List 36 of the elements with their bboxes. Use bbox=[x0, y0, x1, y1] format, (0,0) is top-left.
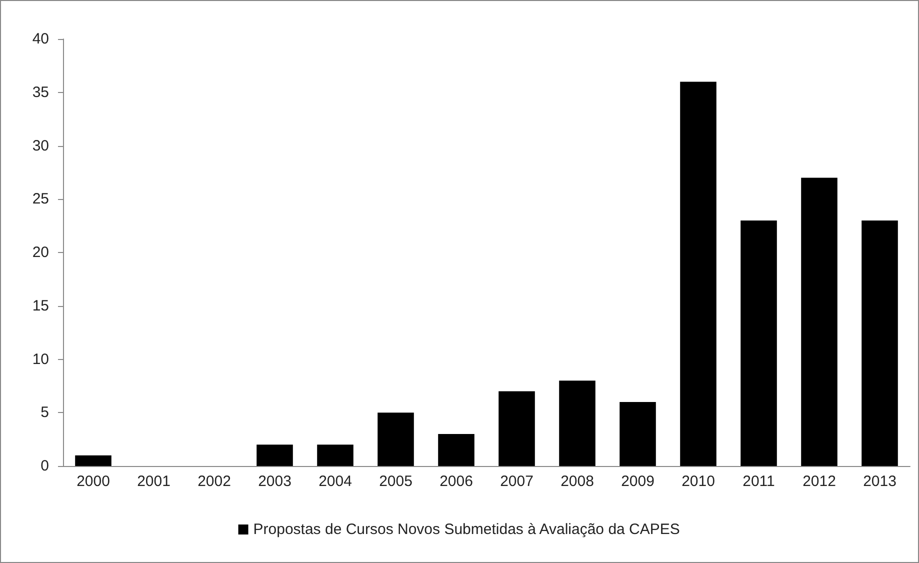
bar bbox=[256, 444, 293, 466]
x-tick-label: 2006 bbox=[440, 473, 473, 490]
x-tick-label: 2001 bbox=[137, 473, 170, 490]
bar bbox=[378, 412, 414, 466]
bar bbox=[75, 455, 112, 466]
x-tick-label: 2012 bbox=[802, 473, 836, 490]
y-tick-label: 30 bbox=[32, 137, 49, 154]
bar bbox=[620, 402, 656, 466]
x-tick-label: 2007 bbox=[500, 473, 534, 490]
y-tick-label: 15 bbox=[32, 297, 49, 314]
x-tick-label: 2010 bbox=[682, 473, 715, 490]
y-tick-label: 5 bbox=[40, 404, 49, 422]
bar bbox=[438, 434, 474, 466]
x-tick-label: 2005 bbox=[379, 473, 412, 490]
x-tick-label: 2002 bbox=[198, 473, 231, 490]
x-tick-label: 2011 bbox=[742, 473, 775, 490]
y-tick-label: 20 bbox=[32, 244, 49, 261]
y-tick-label: 10 bbox=[32, 350, 49, 368]
x-tick-label: 2013 bbox=[863, 473, 896, 490]
legend-label: Propostas de Cursos Novos Submetidas à Avaliação da CAPES bbox=[253, 521, 680, 538]
bar bbox=[498, 391, 535, 466]
x-tick-label: 2000 bbox=[76, 473, 110, 490]
x-tick-label: 2009 bbox=[621, 473, 654, 490]
bar bbox=[559, 380, 596, 466]
y-tick-label: 0 bbox=[40, 458, 49, 474]
y-tick-label: 40 bbox=[32, 30, 49, 48]
bar bbox=[801, 178, 838, 466]
y-tick-label: 35 bbox=[32, 84, 49, 101]
bar bbox=[740, 220, 777, 466]
y-tick-label: 25 bbox=[32, 190, 49, 208]
x-tick-label: 2004 bbox=[318, 473, 352, 490]
bar bbox=[862, 220, 898, 466]
x-tick-label: 2008 bbox=[560, 473, 594, 490]
bar bbox=[680, 82, 716, 466]
x-tick-label: 2003 bbox=[258, 473, 292, 490]
bar bbox=[317, 444, 354, 466]
